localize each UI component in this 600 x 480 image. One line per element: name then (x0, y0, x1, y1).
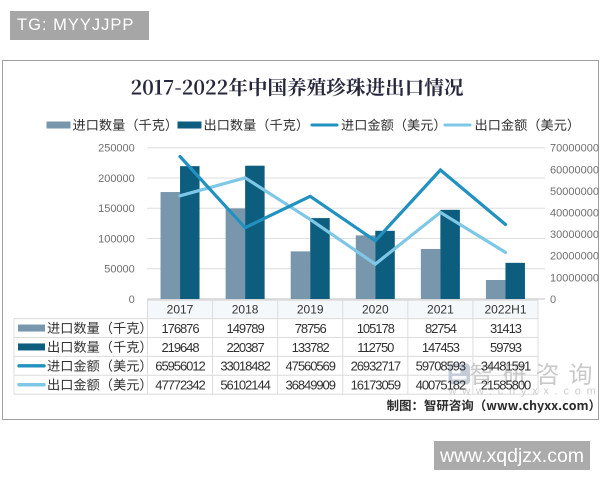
svg-text:2017: 2017 (167, 302, 194, 316)
svg-text:40000000: 40000000 (550, 208, 599, 220)
svg-text:50000: 50000 (104, 264, 135, 276)
svg-text:10000000: 10000000 (550, 272, 599, 284)
svg-text:149789: 149789 (227, 321, 265, 336)
svg-text:www.chyxx.com: www.chyxx.com (448, 386, 600, 398)
svg-text:112750: 112750 (357, 340, 394, 355)
svg-text:31413: 31413 (490, 321, 522, 336)
svg-text:56102144: 56102144 (220, 378, 270, 393)
svg-text:34481591: 34481591 (481, 359, 531, 374)
svg-text:0: 0 (129, 294, 135, 306)
svg-text:26932717: 26932717 (351, 359, 401, 374)
svg-text:47560569: 47560569 (285, 359, 335, 374)
svg-text:250000: 250000 (98, 143, 135, 155)
svg-text:TG: MYYJJPP: TG: MYYJJPP (17, 16, 134, 34)
svg-text:78756: 78756 (295, 321, 327, 336)
svg-text:47772342: 47772342 (155, 378, 205, 393)
svg-text:2020: 2020 (362, 302, 389, 316)
svg-text:36849909: 36849909 (285, 378, 335, 393)
svg-text:60000000: 60000000 (550, 164, 599, 176)
svg-text:2022H1: 2022H1 (484, 302, 526, 316)
svg-text:105178: 105178 (357, 321, 395, 336)
svg-text:147453: 147453 (422, 340, 460, 355)
svg-text:65956012: 65956012 (155, 359, 205, 374)
svg-text:0: 0 (550, 294, 556, 306)
svg-text:70000000: 70000000 (550, 143, 599, 155)
svg-text:30000000: 30000000 (550, 229, 599, 241)
svg-text:200000: 200000 (98, 173, 135, 185)
svg-text:82754: 82754 (425, 321, 457, 336)
svg-text:2021: 2021 (427, 302, 454, 316)
svg-text:150000: 150000 (98, 203, 135, 215)
svg-text:www.xqdjzx.com: www.xqdjzx.com (439, 445, 584, 467)
svg-text:133782: 133782 (292, 340, 330, 355)
svg-text:2018: 2018 (232, 302, 259, 316)
svg-text:59793: 59793 (490, 340, 522, 355)
svg-text:100000: 100000 (98, 233, 135, 245)
svg-text:2019: 2019 (297, 302, 324, 316)
svg-text:176876: 176876 (161, 321, 199, 336)
svg-text:220387: 220387 (227, 340, 265, 355)
svg-text:50000000: 50000000 (550, 186, 599, 198)
svg-text:219648: 219648 (161, 340, 199, 355)
svg-text:20000000: 20000000 (550, 251, 599, 263)
svg-text:33018482: 33018482 (220, 359, 270, 374)
svg-text:40075182: 40075182 (416, 378, 466, 393)
svg-text:21585800: 21585800 (481, 378, 531, 393)
svg-text:59708593: 59708593 (416, 359, 466, 374)
svg-text:16173059: 16173059 (351, 378, 401, 393)
